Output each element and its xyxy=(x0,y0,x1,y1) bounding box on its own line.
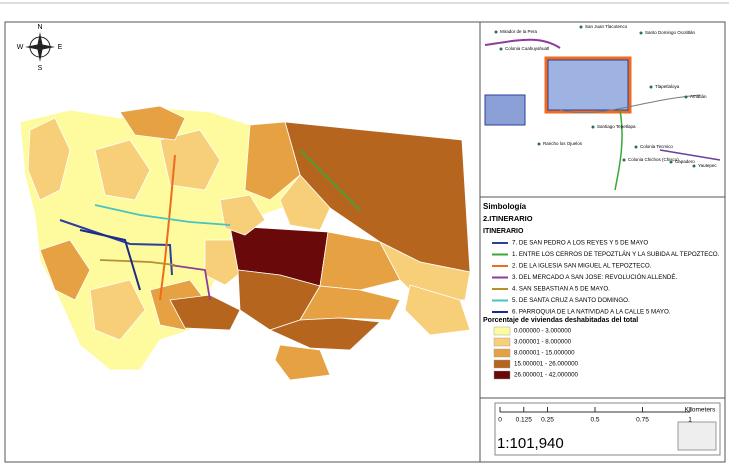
legend-group: 2.ITINERARIO xyxy=(483,214,533,223)
inset-dot xyxy=(499,47,503,51)
district xyxy=(39,239,91,301)
route-line xyxy=(299,149,361,211)
legend-label: 3. DEL MERCADO A SAN JOSE: REVOLUCIÓN AL… xyxy=(512,274,677,281)
inset-dot xyxy=(639,31,643,35)
inset-dot xyxy=(622,158,626,162)
scale-ratio: 1:101,940 xyxy=(497,435,564,452)
inset-block xyxy=(547,59,629,111)
inset-road xyxy=(659,149,721,161)
inset-label: Capadero xyxy=(675,159,695,164)
district xyxy=(169,294,241,331)
inset-label: Tlapetlaloya xyxy=(655,84,680,89)
legend-swatch xyxy=(493,326,511,336)
inset-label: Santiago Tepetlapa xyxy=(597,124,636,129)
legend-swatch xyxy=(493,359,511,369)
legend-label: 0.000000 - 3.000000 xyxy=(514,328,572,335)
route-line xyxy=(79,229,141,291)
legend-label: 5. DE SANTA CRUZ A SANTO DOMINGO. xyxy=(512,297,630,304)
inset-dot xyxy=(692,164,696,168)
district xyxy=(94,139,151,201)
compass-e: E xyxy=(58,44,63,51)
route-line xyxy=(99,259,176,266)
inset-label: Colonia Chichos (Chisco) xyxy=(628,157,679,162)
inset-road xyxy=(614,109,623,191)
inset-dot xyxy=(669,160,673,164)
legend-label: 7. DE SAN PEDRO A LOS REYES Y 5 DE MAYO xyxy=(512,240,648,247)
district xyxy=(379,241,471,301)
district xyxy=(268,317,381,351)
route-line xyxy=(94,204,231,226)
legend-label: 4. SAN SEBASTIAN A 5 DE MAYO. xyxy=(512,286,610,293)
district xyxy=(404,284,471,336)
legend-title: Simbología xyxy=(483,202,527,211)
inset-label: Santo Domingo Ocotitlán xyxy=(645,30,696,35)
inset-dot xyxy=(684,95,688,99)
compass: N S E W xyxy=(17,24,63,72)
inset-dot xyxy=(634,145,638,149)
inset-dot xyxy=(649,85,653,89)
route-line xyxy=(59,219,173,276)
inset-dot xyxy=(494,30,498,34)
scale-box xyxy=(494,402,721,456)
district xyxy=(279,174,331,231)
legend-label: 15.000001 - 26.000000 xyxy=(514,361,579,368)
district xyxy=(119,105,186,141)
scale-tick-label: 0.25 xyxy=(541,417,554,424)
district xyxy=(27,117,71,201)
district xyxy=(219,194,266,236)
route-line xyxy=(169,264,211,301)
scale-tick-label: 0.5 xyxy=(590,417,599,424)
scale-tick-label: 1 xyxy=(688,417,692,424)
inset-block xyxy=(484,94,526,126)
compass-s: S xyxy=(38,65,43,72)
legend-swatch xyxy=(493,337,511,347)
inset-label: Rancho los Ojuelos xyxy=(543,141,583,146)
scale-tick-label: 0.75 xyxy=(636,417,649,424)
routes xyxy=(59,154,231,301)
scale-unit: Kilometers xyxy=(685,407,716,414)
legend-label: 2. DE LA IGLESIA SAN MIGUEL AL TEPOZTECO… xyxy=(512,263,652,270)
scale-tick-label: 0.125 xyxy=(516,417,533,424)
district xyxy=(244,121,301,201)
legend-swatch xyxy=(493,370,511,380)
district xyxy=(159,129,221,191)
legend-label: 3.000001 - 8.000000 xyxy=(514,339,572,346)
inset-highlight xyxy=(544,56,632,114)
inset-dot xyxy=(591,125,595,129)
compass-w: W xyxy=(17,44,24,51)
legend-swatch xyxy=(493,348,511,358)
inset-road xyxy=(559,94,701,114)
district xyxy=(19,107,301,371)
inset-label: Mirador de la Pera xyxy=(500,29,538,34)
inset-map: Mirador de la Pera San Juan Tlacotenco San… xyxy=(484,24,721,191)
route-line xyxy=(159,154,176,301)
legend-label: 1. ENTRE LOS CERROS DE TEPOZTLÁN Y LA SU… xyxy=(512,251,720,258)
legend-label: 26.000001 - 42.000000 xyxy=(514,372,579,379)
district xyxy=(89,279,146,341)
classes-title: Porcentaje de viviendas deshabitadas del… xyxy=(483,317,638,324)
compass-n: N xyxy=(37,24,42,31)
district xyxy=(274,344,331,381)
legend-subgroup: ITINERARIO xyxy=(483,228,524,235)
choropleth xyxy=(19,105,471,381)
inset-label: Yautepec xyxy=(698,163,717,168)
legend-label: 6. PARROQUIA DE LA NATIVIDAD A LA CALLE … xyxy=(512,309,671,316)
scale-tick-label: 0 xyxy=(498,417,502,424)
inset-label: Colonia Cuahuyahuatl xyxy=(505,46,549,51)
inset-road xyxy=(484,38,561,49)
inset-dot xyxy=(579,25,583,29)
district xyxy=(319,231,401,291)
inset-label: Amatlán xyxy=(690,94,707,99)
inset-dot xyxy=(537,142,541,146)
inset-label: San Juan Tlacotenco xyxy=(585,24,628,29)
inset-label: Colonia Tecmico xyxy=(640,144,673,149)
legend-label: 8.000001 - 15.000000 xyxy=(514,350,575,357)
